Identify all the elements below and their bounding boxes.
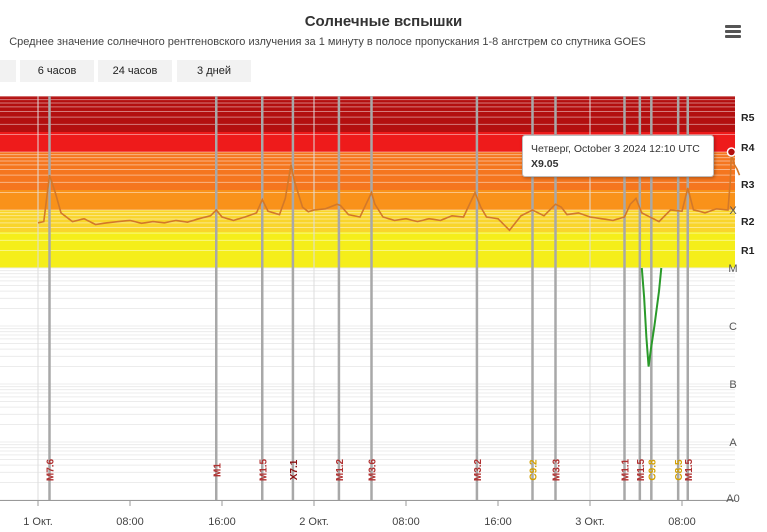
radio-blackout-label: R3	[741, 179, 755, 191]
x-tick-label: 16:00	[208, 516, 236, 528]
flare-label: M1.5	[684, 458, 695, 481]
x-tick-label: 1 Окт.	[23, 516, 53, 528]
range-button-6h[interactable]: 6 часов	[20, 60, 94, 82]
flare-label: M3.6	[368, 458, 379, 481]
range-button-3d[interactable]: 3 дней	[177, 60, 251, 82]
flare-label: M7.6	[46, 458, 57, 481]
flare-label: M1.5	[258, 458, 269, 481]
class-label: C	[729, 321, 737, 333]
tooltip-time: Четверг, October 3 2024 12:10 UTC	[531, 143, 700, 155]
flare-label: M1	[212, 463, 223, 477]
chart-subtitle: Среднее значение солнечного рентгеновско…	[9, 36, 646, 48]
x-tick-label: 08:00	[392, 516, 420, 528]
level-band	[0, 96, 735, 132]
radio-blackout-label: R5	[741, 112, 755, 124]
level-band	[0, 232, 735, 268]
x-tick-label: 16:00	[484, 516, 512, 528]
x-tick-label: 2 Окт.	[299, 516, 329, 528]
highlight-point	[726, 147, 737, 157]
class-label: A0	[726, 493, 739, 505]
x-tick-label: 3 Окт.	[575, 516, 605, 528]
flare-label: C8.5	[674, 459, 685, 481]
radio-blackout-label: R2	[741, 216, 755, 228]
flare-label: X7.1	[289, 459, 300, 480]
flare-label: C9.2	[529, 459, 540, 481]
x-tick-label: 08:00	[668, 516, 696, 528]
chart-title: Солнечные вспышки	[304, 13, 463, 30]
xray-flux-line	[37, 151, 741, 232]
class-label: A	[729, 437, 737, 449]
flare-label: M3.3	[552, 458, 563, 481]
class-label: X	[729, 205, 737, 217]
x-tick-label: 08:00	[116, 516, 144, 528]
tooltip: Четверг, October 3 2024 12:10 UTC X9.05	[522, 135, 714, 177]
radio-blackout-label: R1	[741, 245, 755, 257]
class-label: M	[728, 263, 737, 275]
flare-label: M1.5	[636, 458, 647, 481]
hamburger-menu-icon[interactable]	[722, 22, 744, 40]
tooltip-value: X9.05	[531, 158, 559, 170]
flare-label: M1.1	[621, 458, 632, 481]
range-button-24h[interactable]: 24 часов	[98, 60, 172, 82]
a-class-line	[640, 267, 663, 367]
level-band	[0, 210, 735, 232]
class-label: B	[729, 379, 736, 391]
flare-label: M1.2	[335, 458, 346, 481]
flare-label: M3.2	[473, 458, 484, 481]
range-button-1h[interactable]	[0, 60, 16, 82]
radio-blackout-label: R4	[741, 142, 755, 154]
flare-label: C9.8	[647, 459, 658, 481]
